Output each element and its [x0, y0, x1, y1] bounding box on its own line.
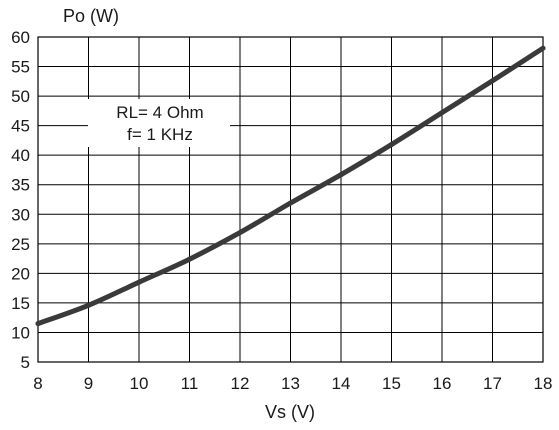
y-tick-label: 60: [11, 28, 30, 47]
y-tick-label: 45: [11, 117, 30, 136]
x-tick-label: 17: [483, 374, 502, 393]
x-tick-label: 8: [33, 374, 42, 393]
y-tick-labels: 5 10 15 20 25 30 35 40 45 50 55 60: [11, 28, 30, 372]
x-tick-label: 9: [84, 374, 93, 393]
y-tick-label: 55: [11, 58, 30, 77]
x-axis-label: Vs (V): [265, 402, 315, 422]
annotation-load: RL= 4 Ohm: [116, 103, 203, 122]
y-tick-label: 15: [11, 294, 30, 313]
y-tick-label: 20: [11, 264, 30, 283]
data-point: [389, 142, 394, 148]
x-tick-label: 18: [534, 374, 553, 393]
y-tick-label: 30: [11, 205, 30, 224]
data-point: [136, 279, 142, 285]
data-point: [338, 172, 344, 178]
y-tick-label: 40: [11, 146, 30, 165]
annotation-box: [88, 99, 230, 147]
data-point: [35, 321, 41, 327]
data-point: [237, 230, 243, 236]
data-point: [540, 45, 546, 51]
y-tick-label: 25: [11, 235, 30, 254]
series-layer: [35, 45, 546, 327]
y-tick-label: 50: [11, 87, 30, 106]
x-tick-label: 13: [281, 374, 300, 393]
data-point: [490, 78, 495, 84]
x-tick-label: 15: [382, 374, 401, 393]
y-tick-label: 35: [11, 176, 30, 195]
x-tick-label: 10: [130, 374, 149, 393]
data-point: [187, 256, 192, 262]
annotation-frequency: f= 1 KHz: [127, 125, 193, 144]
y-tick-label: 5: [21, 353, 30, 372]
x-tick-label: 12: [231, 374, 250, 393]
data-point: [439, 110, 445, 116]
data-point: [288, 200, 293, 206]
plot-frame: [37, 36, 544, 363]
grid: [37, 36, 544, 363]
y-axis-label: Po (W): [63, 6, 119, 26]
x-tick-labels: 8 9 10 11 12 13 14 15 16 17 18: [33, 374, 552, 393]
x-tick-label: 11: [181, 374, 199, 393]
data-point: [86, 302, 91, 308]
y-tick-label: 10: [11, 323, 30, 342]
x-tick-label: 14: [332, 374, 351, 393]
x-tick-label: 16: [433, 374, 452, 393]
